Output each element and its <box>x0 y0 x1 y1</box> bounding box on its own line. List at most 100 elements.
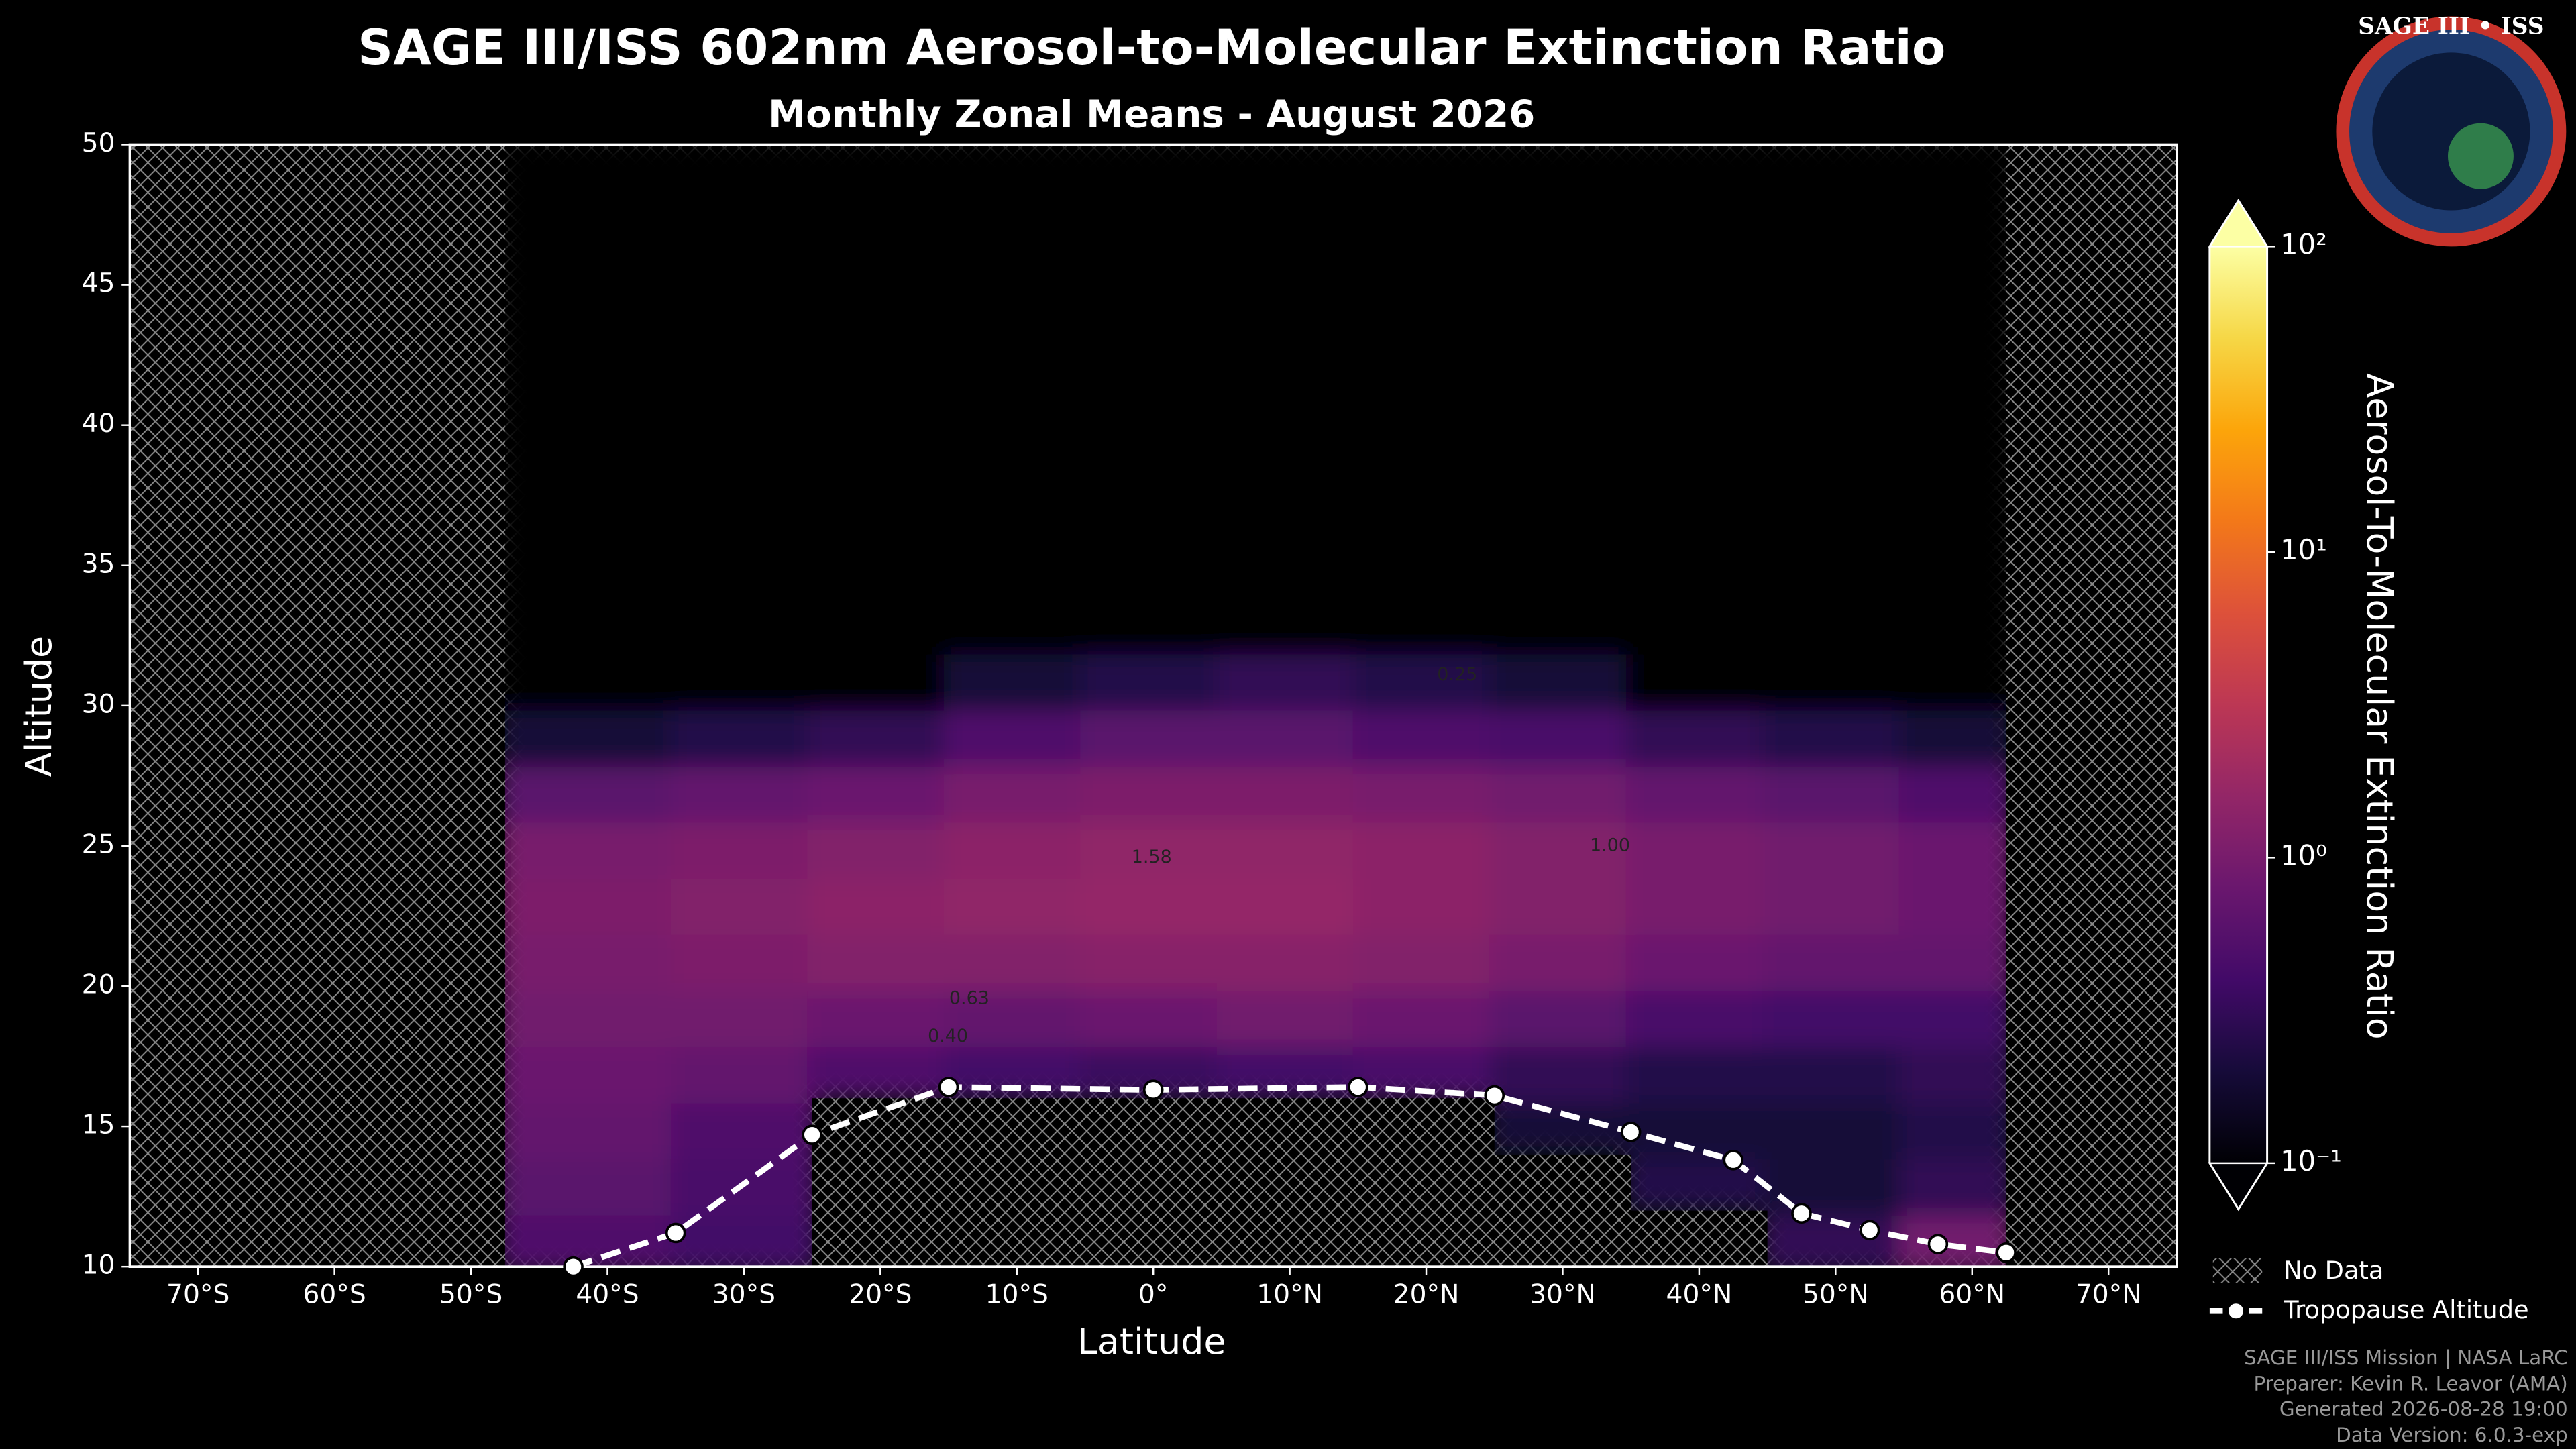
colorbar-extend-bottom <box>2208 1162 2269 1211</box>
heatmap-cell <box>1898 981 2006 1047</box>
contour-label: 0.40 <box>928 1026 968 1046</box>
heatmap-cell <box>1762 812 1909 879</box>
heatmap-cell <box>670 925 817 991</box>
heatmap-cell <box>670 812 817 879</box>
heatmap-cell <box>1898 700 2006 767</box>
colorbar-tick-label: 10⁻¹ <box>2280 1144 2342 1177</box>
logo-earth <box>2447 123 2514 189</box>
legend-no-data-swatch <box>2212 1258 2263 1283</box>
heatmap-cell <box>1898 812 2006 879</box>
x-tick-label: 70°S <box>166 1280 229 1310</box>
x-tick-label: 40°N <box>1666 1280 1733 1310</box>
y-tick-label: 35 <box>82 549 115 579</box>
heatmap-cell <box>943 757 1090 823</box>
no-data-cell <box>1085 1098 1222 1155</box>
heatmap-cell <box>807 925 954 991</box>
no-data-cell <box>1085 1210 1222 1267</box>
chart-title: SAGE III/ISS 602nm Aerosol-to-Molecular … <box>358 19 1945 76</box>
heatmap <box>504 144 2006 1267</box>
no-data-cell <box>949 1098 1085 1155</box>
x-tick-label: 30°N <box>1529 1280 1596 1310</box>
heatmap-cell <box>1762 644 1909 711</box>
y-tick-label: 10 <box>82 1250 115 1281</box>
y-tick-label: 20 <box>82 970 115 1000</box>
no-data-cell <box>1358 1098 1495 1155</box>
heatmap-cell <box>1352 757 1500 823</box>
heatmap-cell <box>1898 1037 2006 1104</box>
heatmap-cell <box>1080 981 1227 1047</box>
logo-text: SAGE III • ISS <box>2358 13 2544 40</box>
heatmap-cell <box>670 757 817 823</box>
footer-text: Data Version: 6.0.3-exp <box>2336 1424 2568 1446</box>
heatmap-cell <box>1625 144 1772 655</box>
heatmap-cell <box>1625 644 1772 711</box>
colorbar-tick-label: 10⁰ <box>2280 839 2327 871</box>
x-tick-label: 10°N <box>1256 1280 1323 1310</box>
footer-text: SAGE III/ISS Mission | NASA LaRC <box>2244 1346 2568 1370</box>
heatmap-cell <box>1352 644 1500 711</box>
heatmap-cell <box>670 981 817 1047</box>
heatmap-cell <box>943 700 1090 767</box>
heatmap-cell <box>1080 869 1227 935</box>
heatmap-cell <box>670 700 817 767</box>
heatmap-cell <box>1216 644 1363 711</box>
y-axis-label: Altitude <box>17 636 60 777</box>
heatmap-cell <box>807 757 954 823</box>
heatmap-cell <box>670 869 817 935</box>
heatmap-cell <box>1216 925 1363 991</box>
heatmap-cell <box>943 812 1090 879</box>
heatmap-cell <box>943 925 1090 991</box>
heatmap-cell <box>1762 700 1909 767</box>
heatmap-cell <box>1625 1037 1772 1104</box>
tropopause-point <box>1348 1077 1368 1097</box>
tropopause-point <box>563 1256 584 1277</box>
heatmap-cell <box>1216 700 1363 767</box>
heatmap-cell <box>1762 757 1909 823</box>
heatmap-cell <box>670 1037 817 1104</box>
tropopause-point <box>1996 1242 2017 1263</box>
chart-subtitle: Monthly Zonal Means - August 2026 <box>768 93 1535 137</box>
heatmap-cell <box>1625 757 1772 823</box>
logo: SAGE III • ISS <box>2336 13 2567 247</box>
x-tick-label: 30°S <box>712 1280 775 1310</box>
contour-label: 0.25 <box>1437 664 1477 685</box>
no-data-cell <box>1358 1210 1495 1267</box>
heatmap-cell <box>504 700 681 767</box>
heatmap-cell <box>504 1149 681 1216</box>
heatmap-cell <box>670 144 817 655</box>
heatmap-cell <box>1216 757 1363 823</box>
heatmap-cell <box>1898 925 2006 991</box>
no-data-cell <box>1085 1154 1222 1211</box>
heatmap-cell <box>1625 812 1772 879</box>
heatmap-cell <box>1489 700 1636 767</box>
heatmap-cell <box>807 700 954 767</box>
x-tick-label: 70°N <box>2076 1280 2142 1310</box>
heatmap-cell <box>807 644 954 711</box>
colorbar-tick-label: 10² <box>2280 227 2327 260</box>
heatmap-cell <box>1489 644 1636 711</box>
y-tick-label: 15 <box>82 1110 115 1140</box>
heatmap-cell <box>1625 1149 1772 1211</box>
heatmap-cell <box>1762 1205 1909 1267</box>
tropopause-point <box>1142 1079 1164 1101</box>
tropopause-point <box>1927 1234 1949 1255</box>
heatmap-cell <box>1489 1037 1636 1104</box>
heatmap-cell <box>1352 981 1500 1047</box>
heatmap-cell <box>1762 1093 1909 1160</box>
heatmap-cell <box>943 144 1090 655</box>
heatmap-cell <box>504 981 681 1047</box>
heatmap-cell <box>1352 925 1500 991</box>
heatmap-cell <box>807 981 954 1047</box>
no-data-cell <box>1221 1210 1358 1267</box>
heatmap-cell <box>1625 981 1772 1047</box>
heatmap-cell <box>1080 144 1227 655</box>
no-data-cell <box>1494 1154 1631 1211</box>
heatmap-cell <box>1080 700 1227 767</box>
legend-tropopause-point <box>2226 1301 2245 1320</box>
heatmap-cell <box>943 981 1090 1047</box>
heatmap-cell <box>1898 1205 2006 1267</box>
y-tick-label: 45 <box>82 268 115 299</box>
heatmap-cell <box>943 644 1090 711</box>
tropopause-point <box>802 1124 822 1145</box>
heatmap-cell <box>807 869 954 935</box>
